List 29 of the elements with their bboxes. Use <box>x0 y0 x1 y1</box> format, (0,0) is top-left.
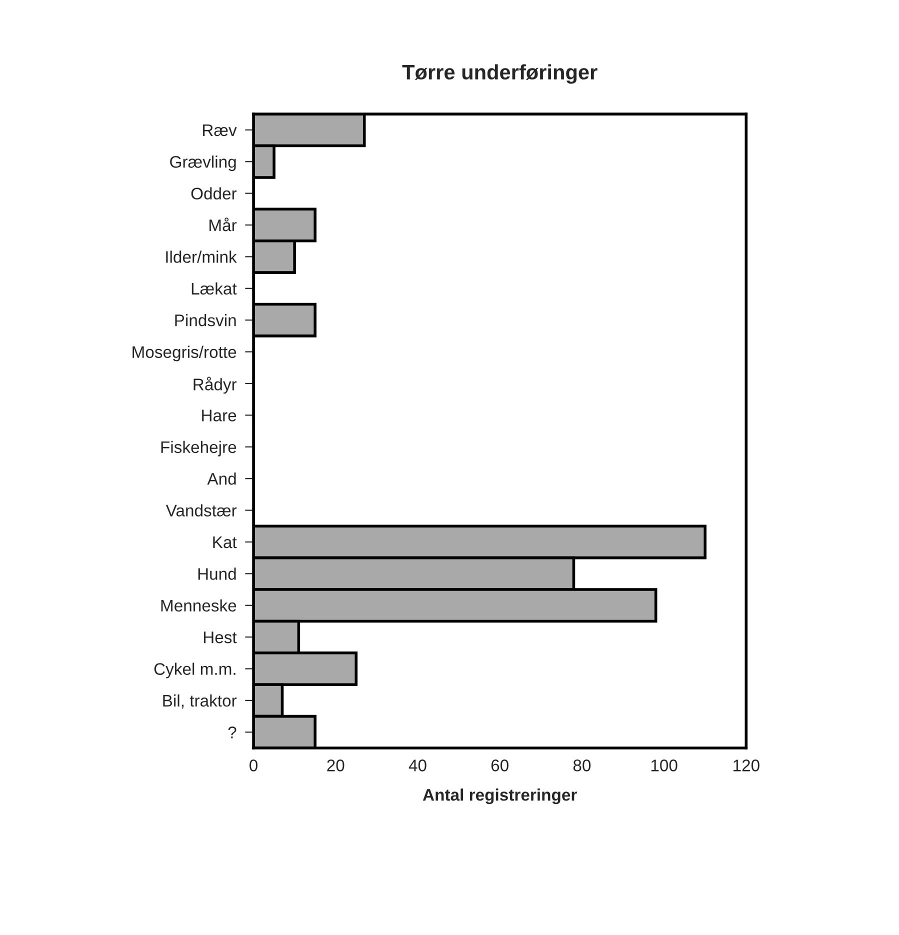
x-tick-label: 120 <box>734 760 760 772</box>
y-tick-label: Odder <box>191 187 237 200</box>
y-tick-label: Mosegris/rotte <box>132 346 236 362</box>
y-tick-label: Mår <box>210 218 237 232</box>
x-tick-label: 20 <box>327 760 344 772</box>
y-tick-label: ? <box>228 726 236 738</box>
y-tick-label: And <box>207 472 236 485</box>
y-tick-label: Fiskehejre <box>161 440 236 456</box>
y-tick-label: Hest <box>204 632 237 644</box>
x-axis-title: Antal registreringer <box>422 788 577 804</box>
y-tick-label: Ilder/mink <box>166 250 237 263</box>
y-tick-label: Hare <box>202 410 236 422</box>
y-tick-label: Hund <box>198 568 236 580</box>
y-tick-label: Kat <box>213 536 237 548</box>
x-tick-label: 60 <box>491 760 508 772</box>
x-tick-label: 40 <box>408 760 426 772</box>
y-tick-label: Lækat <box>192 282 237 295</box>
x-tick-label: 80 <box>573 760 591 772</box>
y-tick-label: Menneske <box>161 599 236 612</box>
chart-title: Tørre underføringer <box>402 64 598 84</box>
y-tick-label: Bil, traktor <box>163 694 237 709</box>
x-tick-label: 100 <box>651 760 678 772</box>
y-tick-label: Ræv <box>203 124 237 136</box>
x-tick-label: 0 <box>250 760 258 772</box>
y-tick-label: Pindsvin <box>175 314 236 326</box>
y-tick-label: Rådyr <box>194 376 237 394</box>
y-tick-label: Cykel m.m. <box>154 662 236 678</box>
y-tick-label: Grævling <box>170 156 236 172</box>
y-tick-label: Vandstær <box>166 504 237 516</box>
